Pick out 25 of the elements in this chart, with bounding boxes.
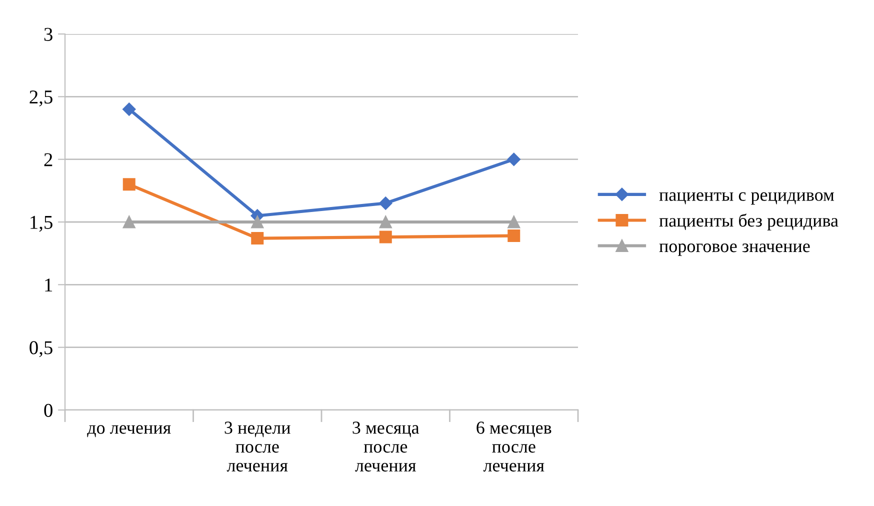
point xyxy=(379,230,392,244)
x-tick-label: 6 месяцев после лечения xyxy=(476,422,552,472)
point xyxy=(122,102,136,116)
y-tick-label: 2,5 xyxy=(30,90,52,106)
legend-label: пациенты без рецидива xyxy=(659,214,838,230)
point xyxy=(251,216,264,228)
point xyxy=(508,216,520,228)
y-tick-label: 0 xyxy=(44,404,52,417)
point xyxy=(251,232,264,245)
x-tick-label: 3 месяца после лечения xyxy=(352,422,420,472)
point xyxy=(122,216,136,228)
y-tick-label: 2 xyxy=(44,153,52,166)
point xyxy=(507,152,520,166)
point xyxy=(379,216,392,228)
x-tick-label: до лечения xyxy=(87,425,171,438)
x-tick-label: 3 недели после лечения xyxy=(224,422,290,472)
y-tick-label: 0,5 xyxy=(30,341,52,358)
legend-label: пороговое значение xyxy=(659,244,810,256)
y-tick-label: 1,5 xyxy=(30,216,52,232)
y-tick-label: 1 xyxy=(45,278,52,292)
point xyxy=(508,230,520,242)
legend-label: пациенты с рецидивом xyxy=(659,192,834,205)
point xyxy=(379,196,392,210)
y-tick-label: 3 xyxy=(44,28,52,41)
point xyxy=(122,178,136,191)
